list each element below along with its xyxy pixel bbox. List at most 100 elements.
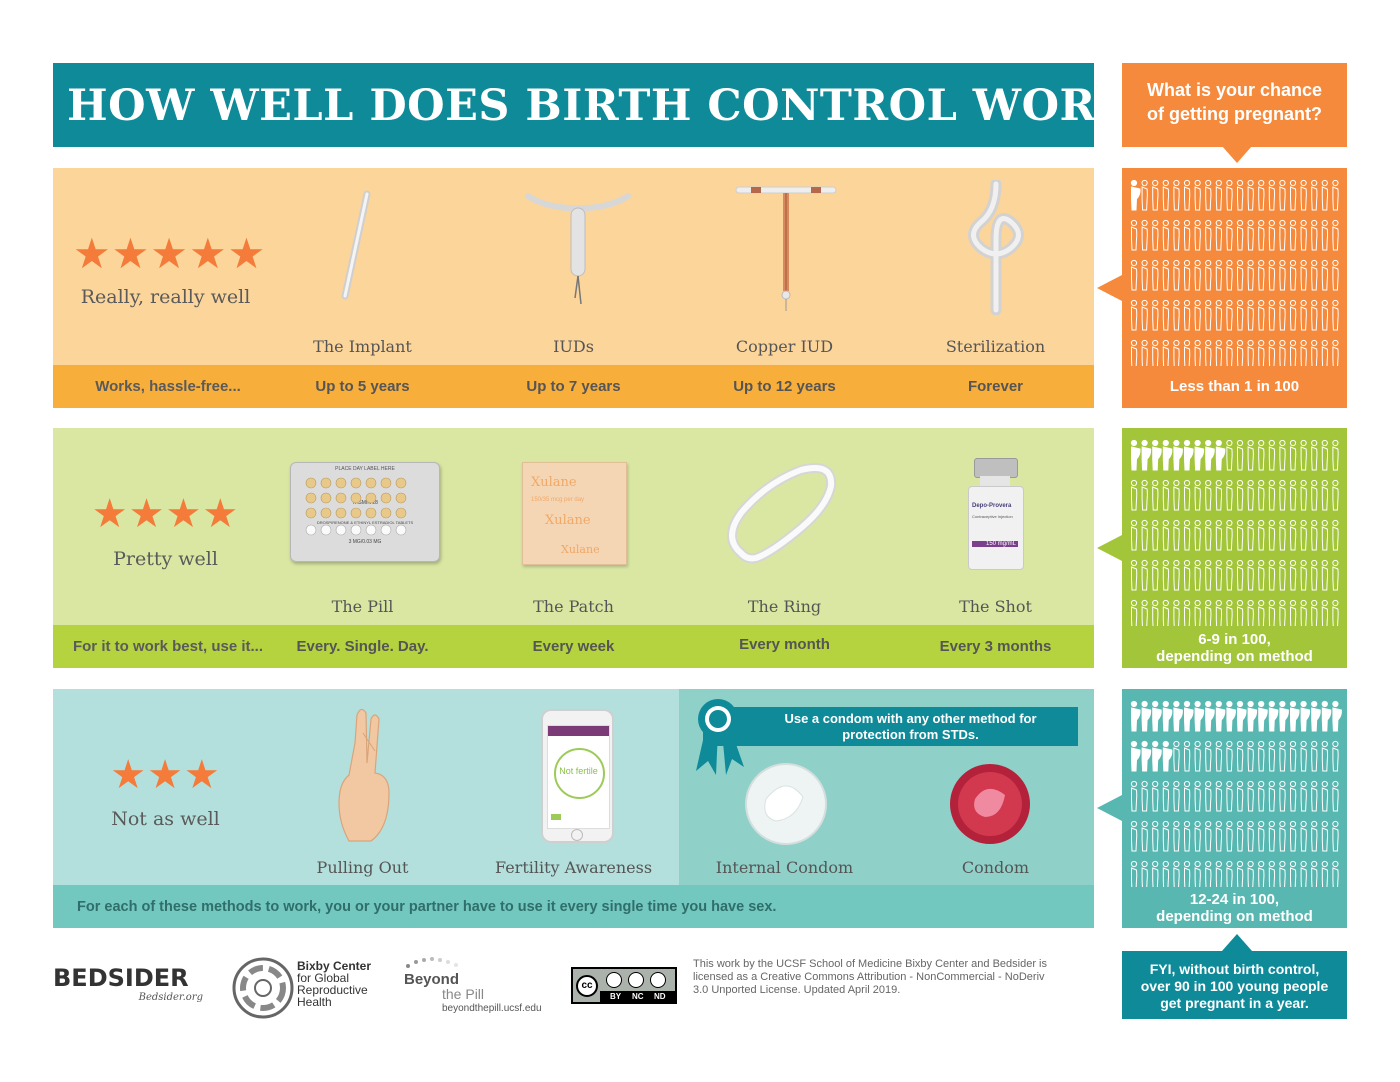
person-icon — [1321, 259, 1329, 291]
app-header — [548, 726, 609, 736]
person-icon — [1205, 479, 1212, 511]
pregnant-person-icon — [1173, 700, 1183, 732]
person-icon — [1279, 479, 1286, 511]
person-icon — [1332, 439, 1339, 471]
creative-commons-badge[interactable]: cc BY NC ND — [571, 967, 677, 1004]
person-icon — [1226, 860, 1233, 887]
person-icon — [1289, 219, 1297, 251]
person-icon — [1173, 219, 1180, 251]
pregnant-person-icon — [1205, 700, 1215, 732]
person-icon — [1258, 780, 1265, 812]
person-icon — [1321, 559, 1329, 591]
tier-3-lead: For each of these methods to work, you o… — [77, 899, 777, 915]
person-icon — [1258, 820, 1265, 852]
fyi-line-1: FYI, without birth control, — [1149, 961, 1320, 977]
method-pulling-out: Pulling Out — [316, 858, 409, 877]
person-icon — [1162, 339, 1170, 366]
pill-pack-top-label: PLACE DAY LABEL HERE — [335, 466, 395, 472]
person-icon — [1130, 820, 1138, 852]
person-icon — [1141, 259, 1148, 291]
person-icon — [1152, 219, 1159, 251]
bixby-center-text[interactable]: Bixby Center for Global Reproductive Hea… — [297, 960, 371, 1008]
person-icon — [1141, 559, 1148, 591]
cc-strip: BY NC ND — [600, 991, 675, 1002]
beyond-the-pill-logo[interactable]: Beyond the Pill beyondthepill.ucsf.edu — [404, 956, 554, 1016]
condom-note-bar: Use a condom with any other method for p… — [703, 707, 1078, 746]
tier-not-as-well: ★★★ Not as well Not fertile Use a condom… — [53, 689, 1094, 928]
chance-panel-2: 6-9 in 100, depending on method — [1122, 428, 1347, 668]
person-icon — [1332, 559, 1339, 591]
cc-nd-label: ND — [654, 992, 666, 1001]
person-icon — [1205, 780, 1212, 812]
pregnant-person-icon — [1247, 700, 1258, 732]
person-icon — [1226, 820, 1233, 852]
pregnant-person-icon — [1152, 740, 1162, 772]
person-icon — [1268, 559, 1276, 591]
person-icon — [1215, 219, 1223, 251]
person-icon — [1279, 860, 1286, 887]
iud-icon — [525, 193, 631, 305]
bedsider-wordmark: BEDSIDER — [53, 964, 189, 992]
bedsider-logo[interactable]: BEDSIDER Bedsider.org — [53, 964, 203, 1009]
patch-brand-3: Xulane — [561, 543, 600, 556]
person-icon — [1268, 519, 1276, 551]
person-icon — [1332, 299, 1339, 331]
people-grid-svg — [1130, 439, 1339, 626]
pregnant-person-icon — [1130, 740, 1141, 772]
method-internal-condom: Internal Condom — [715, 858, 854, 877]
vial-label-dose: 150 mg/mL — [972, 541, 1018, 547]
person-icon — [1226, 599, 1233, 626]
person-icon — [1247, 559, 1254, 591]
person-icon — [1183, 219, 1191, 251]
person-icon — [1205, 559, 1212, 591]
person-icon — [1311, 559, 1318, 591]
person-icon — [1247, 439, 1254, 471]
method-sterilization: Sterilization — [945, 337, 1046, 356]
person-icon — [1289, 479, 1297, 511]
person-icon — [1258, 339, 1265, 366]
person-icon — [1141, 599, 1148, 626]
pregnant-person-icon — [1141, 700, 1152, 732]
pregnant-person-icon — [1332, 700, 1342, 732]
person-icon — [1289, 519, 1297, 551]
person-icon — [1162, 780, 1170, 812]
person-icon — [1279, 179, 1286, 211]
method-copper-iud: Copper IUD — [735, 337, 834, 356]
method-condom: Condom — [961, 858, 1030, 877]
pregnant-person-icon — [1258, 700, 1268, 732]
person-icon — [1141, 339, 1148, 366]
pregnant-person-icon — [1152, 700, 1162, 732]
person-icon — [1300, 519, 1307, 551]
person-icon — [1300, 299, 1307, 331]
pregnant-person-icon — [1162, 439, 1173, 471]
sterilization-knot-icon — [968, 180, 1024, 315]
person-icon — [1162, 519, 1170, 551]
duration-iuds: Up to 7 years — [526, 378, 621, 395]
page-title: HOW WELL DOES BIRTH CONTROL WORK? — [67, 81, 1160, 131]
person-icon — [1289, 339, 1297, 366]
person-icon — [1321, 860, 1329, 887]
person-icon — [1289, 820, 1297, 852]
person-icon — [1152, 820, 1159, 852]
person-icon — [1268, 179, 1276, 211]
person-icon — [1279, 820, 1286, 852]
ring-icon — [727, 463, 837, 564]
person-icon — [1215, 740, 1223, 772]
person-icon — [1321, 820, 1329, 852]
frequency-shot: Every 3 months — [939, 638, 1052, 655]
person-icon — [1247, 519, 1254, 551]
pregnant-person-icon — [1130, 439, 1141, 471]
person-icon — [1205, 820, 1212, 852]
pregnant-person-icon — [1215, 439, 1226, 471]
person-icon — [1279, 299, 1286, 331]
license-text: This work by the UCSF School of Medicine… — [693, 958, 1093, 997]
person-icon — [1236, 519, 1244, 551]
person-icon — [1321, 479, 1329, 511]
person-icon — [1300, 780, 1307, 812]
person-icon — [1279, 780, 1286, 812]
bixby-line-4: Health — [297, 995, 332, 1009]
person-icon — [1268, 740, 1276, 772]
person-icon — [1247, 339, 1254, 366]
person-icon — [1215, 780, 1223, 812]
person-icon — [1332, 179, 1339, 211]
